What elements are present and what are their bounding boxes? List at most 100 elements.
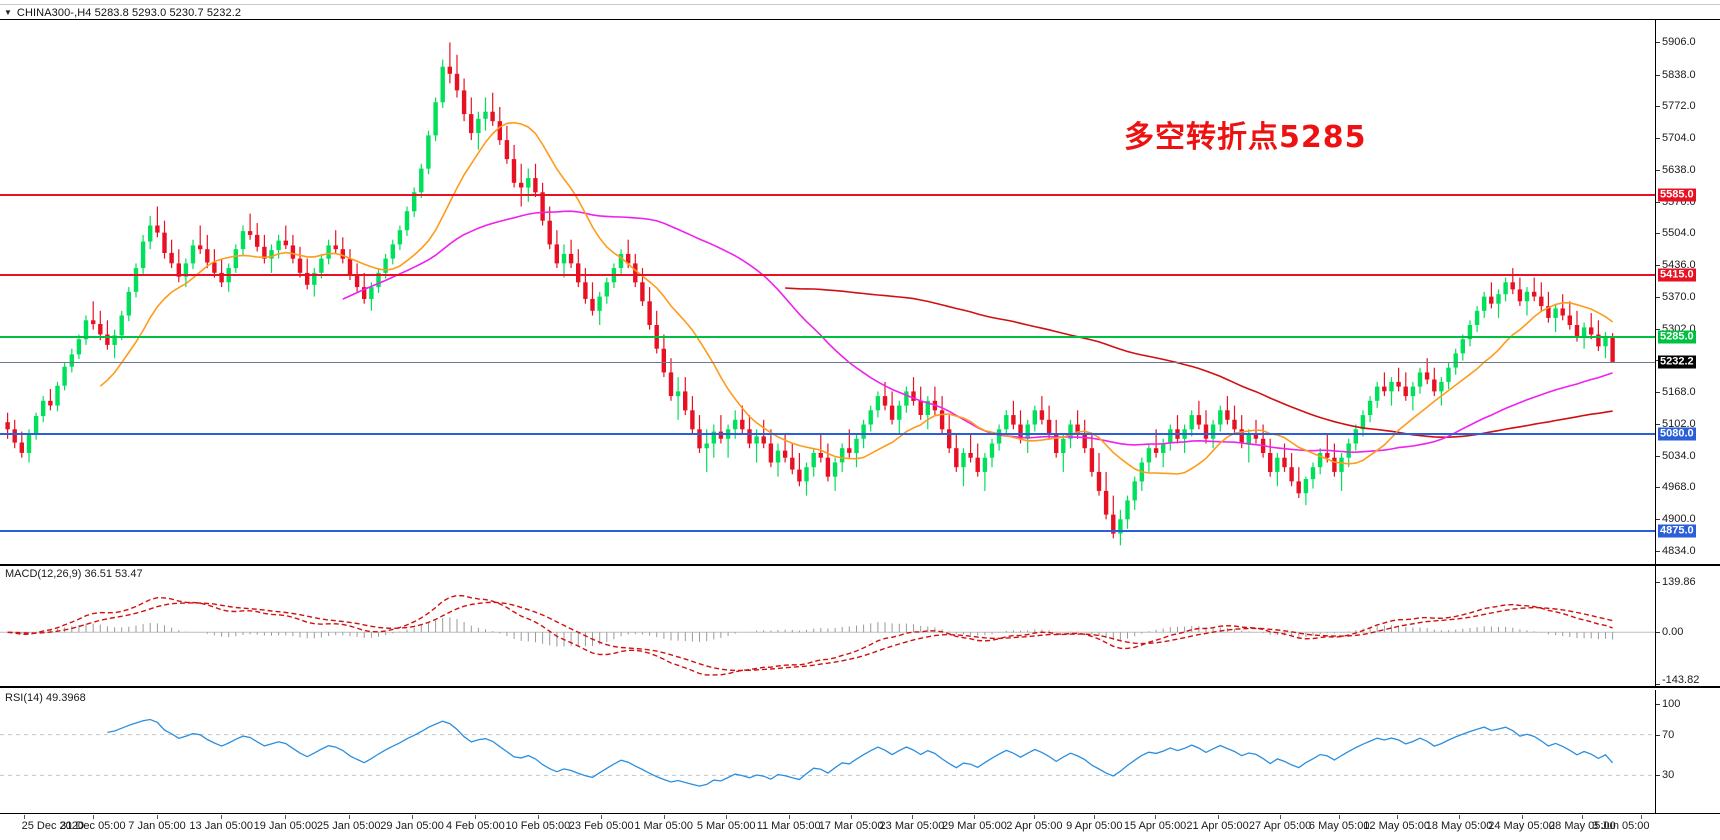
macd-tick-label: -143.82 (1662, 674, 1700, 686)
price-tick-label: 5370.0 (1662, 290, 1696, 303)
time-tick-label: 2 Apr 05:00 (1006, 820, 1063, 832)
time-tick-mark (1155, 815, 1157, 819)
macd-tick-mark (1656, 582, 1660, 583)
time-tick-mark (663, 815, 665, 819)
price-tick-mark (1656, 423, 1660, 425)
rsi-line (107, 718, 1614, 787)
price-level-badge-support[interactable]: 5080.0 (1658, 427, 1696, 441)
time-tick-mark (1396, 815, 1398, 819)
time-tick-mark (726, 815, 728, 819)
macd-series (0, 594, 1655, 676)
rsi-axis[interactable]: 100 70 30 (1655, 690, 1720, 813)
time-tick-label: 18 May 05:00 (1425, 820, 1493, 832)
price-level-badge-resistance[interactable]: 5415.0 (1658, 268, 1696, 282)
titlebar-divider (0, 4, 1720, 5)
price-level-badge-pivot[interactable]: 5285.0 (1658, 330, 1696, 344)
time-tick-mark (1280, 815, 1282, 819)
time-tick-mark (92, 815, 94, 819)
time-tick-label: 29 Jan 05:00 (380, 820, 444, 832)
macd-tick-label: 139.86 (1662, 576, 1696, 588)
price-tick-label: 4968.0 (1662, 481, 1696, 494)
time-tick-label: 23 Mar 05:00 (879, 820, 945, 832)
macd-axis[interactable]: 139.86 0.00 -143.82 (1655, 566, 1720, 686)
macd-tick-label: 0.00 (1662, 626, 1684, 639)
time-tick-mark (1217, 815, 1219, 819)
time-tick-mark (1094, 815, 1096, 819)
time-tick-label: 10 Feb 05:00 (505, 820, 571, 832)
time-tick-label: 17 Mar 05:00 (818, 820, 884, 832)
time-tick-mark (851, 815, 853, 819)
time-axis[interactable]: 25 Dec 2020 31 Dec 05:00 7 Jan 05:00 13 Jan… (0, 815, 1720, 840)
chevron-down-icon[interactable]: ▼ (4, 7, 12, 17)
time-tick-label: 5 Mar 05:00 (696, 820, 756, 832)
time-tick-label: 15 Apr 05:00 (1123, 820, 1187, 832)
time-tick-label: 29 Mar 05:00 (942, 820, 1007, 832)
time-tick-mark (157, 815, 159, 819)
time-tick-mark (475, 815, 477, 819)
symbol-header[interactable]: ▼ CHINA300-,H4 5283.8 5293.0 5230.7 5232… (0, 6, 1720, 20)
rsi-tick-label: 70 (1662, 728, 1675, 741)
time-tick-label: 21 Apr 05:00 (1186, 820, 1249, 832)
price-tick-mark (1656, 487, 1660, 489)
time-tick-mark (601, 815, 603, 819)
time-tick-mark (1641, 815, 1643, 819)
price-level-line-resistance[interactable] (0, 193, 1655, 196)
ma-fast-line (99, 121, 1614, 475)
price-level-badge-current-price[interactable]: 5232.2 (1658, 355, 1696, 369)
price-tick-label: 4834.0 (1662, 544, 1696, 557)
price-tick-label: 5168.0 (1662, 386, 1696, 399)
rsi-tick-label: 30 (1662, 769, 1675, 782)
time-tick-mark (788, 815, 790, 819)
time-tick-label: 25 Dec 2020 (21, 820, 85, 832)
time-tick-label: 25 Jan 05:00 (316, 820, 381, 832)
price-tick-label: 5034.0 (1662, 449, 1696, 462)
price-level-line-pivot[interactable] (0, 335, 1655, 338)
time-tick-mark (974, 815, 976, 819)
time-tick-mark (412, 815, 414, 819)
time-tick-label: 11 Mar 05:00 (756, 820, 821, 832)
price-tick-mark (1656, 296, 1660, 298)
rsi-tick-label: 100 (1662, 698, 1681, 710)
time-tick-mark (348, 815, 350, 819)
price-tick-label: 5436.0 (1662, 259, 1696, 272)
price-tick-label: 5704.0 (1662, 132, 1696, 145)
current-price-line (0, 361, 1655, 363)
time-tick-label: 4 Feb 05:00 (446, 820, 505, 832)
time-tick-label: 13 Jan 05:00 (189, 820, 254, 832)
price-level-line-support[interactable] (0, 530, 1655, 533)
time-tick-label: 12 May 05:00 (1363, 820, 1430, 832)
pivot-annotation: 多空转折点5285 (1124, 120, 1367, 155)
rsi-plot-area[interactable] (0, 690, 1655, 813)
price-tick-mark (1656, 233, 1660, 235)
time-tick-mark (1521, 815, 1523, 819)
price-panel: 5906.0 5838.0 5772.0 5704.0 5638.0 5570.0 5504… (0, 20, 1720, 566)
price-tick-mark (1656, 106, 1660, 107)
macd-tick-mark (1656, 632, 1660, 634)
price-tick-label: 5102.0 (1662, 417, 1696, 430)
price-level-badge-support[interactable]: 4875.0 (1658, 524, 1696, 538)
macd-signal-line (7, 601, 1613, 672)
time-tick-mark (1034, 815, 1036, 819)
time-tick-label: 1 Mar 05:00 (634, 820, 694, 832)
price-level-badge-resistance[interactable]: 5585.0 (1658, 188, 1696, 202)
price-plot-area[interactable] (0, 20, 1655, 564)
ma-mid-line (342, 210, 1613, 454)
macd-panel: MACD(12,26,9) 36.51 53.47 139.86 0.00 -143… (0, 566, 1720, 688)
time-tick-label: 19 Jan 05:00 (253, 820, 318, 832)
time-tick-mark (221, 815, 223, 819)
price-axis[interactable]: 5906.0 5838.0 5772.0 5704.0 5638.0 5570.0 5504… (1655, 20, 1720, 564)
time-tick-label: 7 Jan 05:00 (128, 820, 186, 832)
rsi-tick-mark (1656, 734, 1660, 736)
macd-plot-area[interactable] (0, 566, 1655, 686)
rsi-series (0, 718, 1655, 787)
rsi-panel: RSI(14) 49.3968 100 70 30 (0, 690, 1720, 814)
price-tick-mark (1656, 455, 1660, 457)
price-level-line-support[interactable] (0, 433, 1655, 436)
time-tick-mark (1582, 815, 1584, 819)
price-level-line-resistance[interactable] (0, 274, 1655, 277)
rsi-header-label: RSI(14) 49.3968 (5, 692, 86, 704)
macd-tick-mark (1656, 684, 1660, 685)
price-tick-mark (1656, 42, 1660, 44)
price-tick-mark (1656, 519, 1660, 521)
rsi-tick-mark (1656, 704, 1660, 705)
